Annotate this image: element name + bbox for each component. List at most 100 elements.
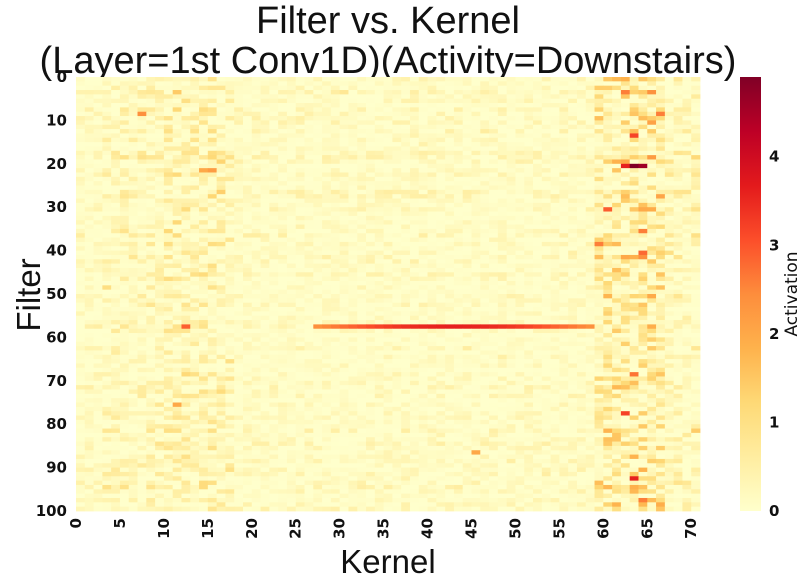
heatmap-cell — [304, 228, 314, 234]
heatmap-cell — [497, 137, 508, 143]
heatmap-cell — [453, 259, 464, 265]
heatmap-cell — [568, 372, 578, 377]
heatmap-cell — [445, 120, 455, 126]
heatmap-cell — [93, 294, 103, 299]
heatmap-cell — [594, 272, 604, 278]
heatmap-cell — [234, 181, 244, 186]
heatmap-cell — [664, 294, 675, 299]
heatmap-cell — [348, 98, 358, 104]
heatmap-cell — [190, 142, 200, 147]
heatmap-cell — [392, 133, 402, 139]
heatmap-cell — [93, 163, 103, 169]
heatmap-cell — [172, 263, 182, 269]
heatmap-cell — [471, 254, 481, 260]
heatmap-cell — [348, 155, 358, 160]
heatmap-cell — [313, 324, 323, 330]
heatmap-cell — [163, 220, 174, 225]
heatmap-cell — [322, 98, 332, 104]
heatmap-cell — [111, 120, 121, 126]
heatmap-cell — [269, 280, 279, 286]
heatmap-cell — [330, 302, 341, 308]
heatmap-cell — [366, 320, 376, 325]
heatmap-cell — [620, 155, 631, 160]
heatmap-cell — [585, 120, 595, 126]
heatmap-cell — [436, 211, 446, 217]
heatmap-cell — [190, 90, 200, 95]
heatmap-cell — [541, 202, 551, 208]
heatmap-cell — [436, 280, 446, 286]
heatmap-cell — [146, 359, 156, 364]
heatmap-cell — [401, 207, 411, 212]
heatmap-cell — [242, 315, 253, 321]
heatmap-cell — [445, 228, 455, 234]
heatmap-cell — [225, 380, 235, 386]
heatmap-cell — [436, 233, 446, 238]
heatmap-cell — [190, 333, 200, 338]
heatmap-cell — [506, 276, 516, 282]
heatmap-cell — [445, 116, 455, 121]
heatmap-cell — [242, 211, 253, 217]
heatmap-cell — [533, 311, 543, 317]
heatmap-cell — [462, 111, 472, 117]
heatmap-cell — [322, 341, 332, 347]
heatmap-cell — [629, 77, 639, 82]
heatmap-cell — [181, 280, 191, 286]
heatmap-cell — [445, 315, 455, 321]
heatmap-cell — [286, 324, 297, 330]
heatmap-cell — [286, 81, 297, 87]
heatmap-cell — [480, 224, 490, 230]
heatmap-cell — [664, 111, 675, 117]
heatmap-cell — [664, 207, 675, 212]
heatmap-cell — [111, 367, 121, 373]
heatmap-cell — [111, 155, 121, 160]
heatmap-cell — [199, 324, 209, 330]
heatmap-cell — [339, 163, 349, 169]
heatmap-cell — [102, 328, 112, 334]
heatmap-cell — [673, 263, 683, 269]
heatmap-cell — [612, 137, 622, 143]
heatmap-cell — [304, 289, 314, 295]
heatmap-cell — [682, 307, 692, 312]
heatmap-cell — [392, 194, 402, 199]
heatmap-cell — [366, 341, 376, 347]
heatmap-cell — [286, 150, 297, 156]
heatmap-cell — [462, 367, 472, 373]
heatmap-cell — [673, 363, 683, 369]
heatmap-cell — [409, 346, 420, 351]
heatmap-cell — [225, 328, 235, 334]
heatmap-cell — [286, 354, 297, 360]
heatmap-cell — [691, 228, 701, 234]
heatmap-cell — [664, 85, 675, 91]
heatmap-cell — [313, 302, 323, 308]
heatmap-cell — [128, 354, 138, 360]
heatmap-cell — [559, 137, 569, 143]
heatmap-cell — [330, 107, 341, 113]
heatmap-cell — [515, 346, 525, 351]
heatmap-cell — [462, 272, 472, 278]
heatmap-cell — [172, 315, 182, 321]
heatmap-cell — [594, 228, 604, 234]
heatmap-cell — [673, 85, 683, 91]
heatmap-cell — [638, 311, 648, 317]
heatmap-cell — [383, 202, 393, 208]
heatmap-cell — [207, 133, 218, 139]
heatmap-cell — [295, 289, 305, 295]
heatmap-cell — [603, 246, 613, 251]
heatmap-cell — [366, 202, 376, 208]
heatmap-cell — [489, 333, 499, 338]
heatmap-cell — [242, 133, 253, 139]
heatmap-cell — [524, 202, 534, 208]
heatmap-cell — [313, 133, 323, 139]
heatmap-cell — [84, 237, 94, 243]
heatmap-cell — [392, 233, 402, 238]
heatmap-cell — [374, 198, 385, 204]
heatmap-cell — [524, 103, 534, 108]
heatmap-cell — [330, 181, 341, 186]
heatmap-cell — [638, 263, 648, 269]
heatmap-cell — [383, 198, 393, 204]
heatmap-cell — [322, 133, 332, 139]
heatmap-cell — [673, 354, 683, 360]
heatmap-cell — [339, 129, 349, 134]
heatmap-cell — [295, 120, 305, 126]
heatmap-cell — [647, 337, 657, 343]
